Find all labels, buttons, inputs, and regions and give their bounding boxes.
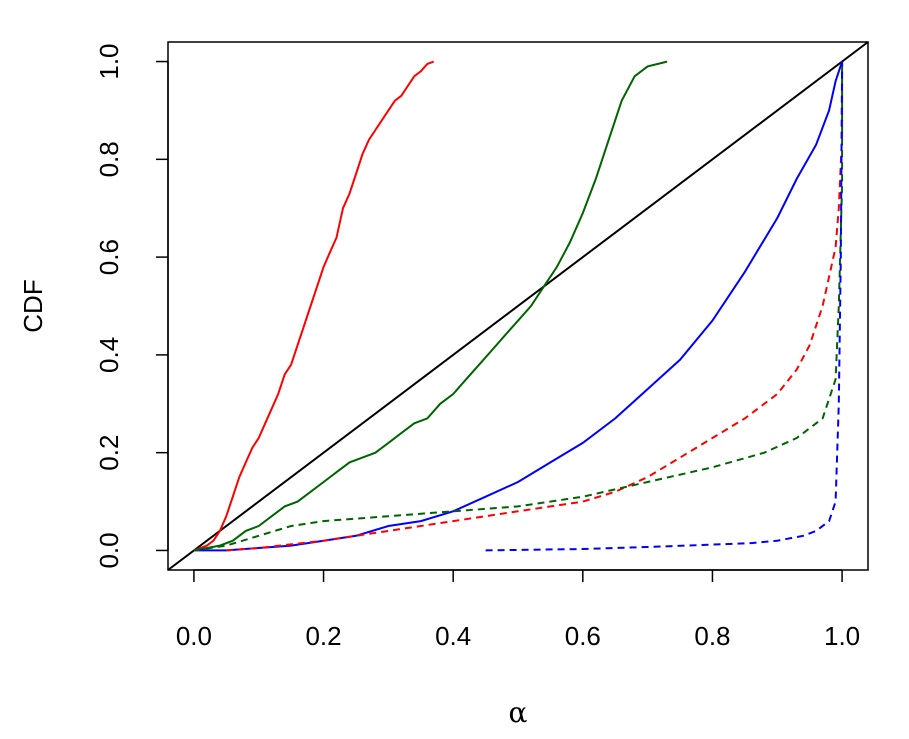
x-axis-title: α	[509, 696, 528, 729]
x-tick-label-0: 0.0	[176, 621, 212, 651]
series-line-5	[193, 61, 844, 552]
x-tick-label-2: 0.4	[435, 621, 471, 651]
series-line-2	[193, 60, 668, 552]
y-tick-label-2: 0.4	[94, 337, 124, 373]
x-tick-label-4: 0.8	[694, 621, 730, 651]
series-line-1	[193, 60, 435, 552]
y-axis-title: CDF	[18, 279, 48, 332]
y-tick-label-4: 0.8	[94, 141, 124, 177]
x-axis: 0.0 0.2 0.4 0.6 0.8 1.0	[176, 569, 860, 651]
x-tick-label-3: 0.6	[565, 621, 601, 651]
series-line-4	[226, 61, 844, 552]
y-tick-label-0: 0.0	[94, 532, 124, 568]
series-line-3	[193, 61, 844, 552]
y-tick-label-5: 1.0	[94, 43, 124, 79]
y-tick-label-1: 0.2	[94, 435, 124, 471]
x-tick-label-1: 0.2	[305, 621, 341, 651]
x-tick-label-5: 1.0	[824, 621, 860, 651]
y-tick-label-3: 0.6	[94, 239, 124, 275]
series-line-0	[167, 41, 869, 571]
y-axis: 0.0 0.2 0.4 0.6 0.8 1.0	[94, 43, 169, 569]
plot-lines	[167, 41, 869, 571]
series-line-6	[485, 61, 844, 552]
